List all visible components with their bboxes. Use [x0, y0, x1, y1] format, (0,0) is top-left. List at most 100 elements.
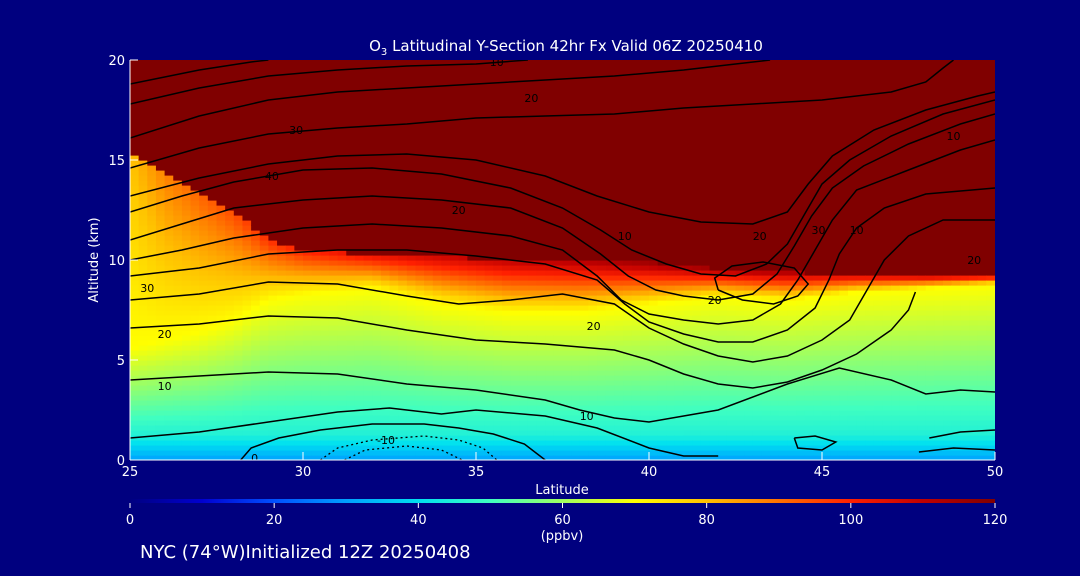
- heat-cell: [380, 220, 391, 226]
- heat-cell: [666, 310, 676, 316]
- heat-cell: [493, 290, 503, 296]
- heat-cell: [138, 95, 148, 101]
- heat-cell: [441, 170, 451, 176]
- heat-cell: [277, 190, 287, 196]
- heat-cell: [406, 455, 417, 460]
- heat-cell: [649, 80, 659, 86]
- heat-cell: [519, 285, 529, 291]
- heat-cell: [605, 110, 615, 116]
- heat-cell: [441, 370, 451, 376]
- heat-cell: [545, 115, 555, 121]
- heat-cell: [328, 205, 339, 211]
- heat-cell: [614, 425, 624, 431]
- heat-cell: [614, 145, 624, 151]
- heat-cell: [147, 225, 157, 231]
- heat-cell: [337, 395, 347, 401]
- heat-cell: [346, 205, 356, 211]
- heat-cell: [536, 385, 546, 391]
- heat-cell: [207, 135, 218, 141]
- heat-cell: [571, 285, 581, 291]
- heat-cell: [657, 110, 667, 116]
- heat-cell: [138, 440, 148, 446]
- heat-cell: [432, 260, 442, 266]
- heat-cell: [173, 190, 183, 196]
- heat-cell: [484, 90, 494, 96]
- heat-cell: [467, 90, 477, 96]
- heat-cell: [657, 165, 667, 171]
- heat-cell: [328, 325, 339, 331]
- heat-cell: [242, 250, 252, 256]
- heat-cell: [432, 360, 442, 366]
- heat-cell: [337, 130, 347, 136]
- heat-cell: [657, 405, 667, 411]
- heat-cell: [389, 320, 399, 326]
- heat-cell: [294, 230, 304, 236]
- heat-cell: [181, 360, 192, 366]
- heat-cell: [406, 215, 417, 221]
- heat-cell: [553, 385, 564, 391]
- heat-cell: [138, 175, 148, 181]
- heat-cell: [493, 240, 503, 246]
- heat-cell: [398, 425, 408, 431]
- heat-cell: [432, 265, 442, 271]
- heat-cell: [242, 375, 252, 381]
- heat-cell: [233, 295, 244, 301]
- heat-cell: [354, 275, 365, 281]
- heat-cell: [225, 405, 235, 411]
- heat-cell: [432, 230, 442, 236]
- heat-cell: [424, 360, 434, 366]
- heat-cell: [259, 265, 269, 271]
- heat-cell: [190, 420, 200, 426]
- heat-cell: [372, 115, 382, 121]
- heat-cell: [458, 160, 468, 166]
- heat-cell: [441, 115, 451, 121]
- heat-cell: [432, 385, 442, 391]
- heat-cell: [467, 240, 477, 246]
- heat-cell: [242, 415, 252, 421]
- heat-cell: [579, 375, 590, 381]
- heat-cell: [320, 380, 330, 386]
- heat-cell: [527, 300, 538, 306]
- heat-cell: [138, 300, 148, 306]
- heat-cell: [268, 140, 278, 146]
- heat-cell: [424, 220, 434, 226]
- heat-cell: [415, 340, 425, 346]
- heat-cell: [398, 440, 408, 446]
- heat-cell: [233, 240, 244, 246]
- heat-cell: [242, 345, 252, 351]
- heat-cell: [424, 155, 434, 161]
- heat-cell: [130, 205, 140, 211]
- heat-cell: [649, 220, 659, 226]
- heat-cell: [588, 195, 598, 201]
- heat-cell: [398, 330, 408, 336]
- heat-cell: [294, 235, 304, 241]
- heat-cell: [649, 395, 659, 401]
- heat-cell: [657, 340, 667, 346]
- heat-cell: [562, 195, 572, 201]
- heat-cell: [450, 360, 460, 366]
- heat-cell: [181, 140, 192, 146]
- heat-cell: [337, 190, 347, 196]
- heat-cell: [623, 205, 633, 211]
- heat-cell: [207, 340, 218, 346]
- heat-cell: [441, 435, 451, 441]
- heat-cell: [225, 395, 235, 401]
- heat-cell: [597, 445, 607, 451]
- heat-cell: [623, 210, 633, 216]
- heat-cell: [493, 250, 503, 256]
- heat-cell: [372, 440, 382, 446]
- heat-cell: [623, 410, 633, 416]
- heat-cell: [432, 255, 442, 261]
- heat-cell: [649, 305, 659, 311]
- heat-cell: [467, 135, 477, 141]
- heat-cell: [623, 130, 633, 136]
- heat-cell: [251, 260, 261, 266]
- heat-cell: [649, 265, 659, 271]
- heat-cell: [493, 190, 503, 196]
- heat-cell: [389, 420, 399, 426]
- heat-cell: [372, 105, 382, 111]
- heat-cell: [372, 405, 382, 411]
- heat-cell: [476, 135, 486, 141]
- heat-cell: [450, 240, 460, 246]
- heat-cell: [484, 400, 494, 406]
